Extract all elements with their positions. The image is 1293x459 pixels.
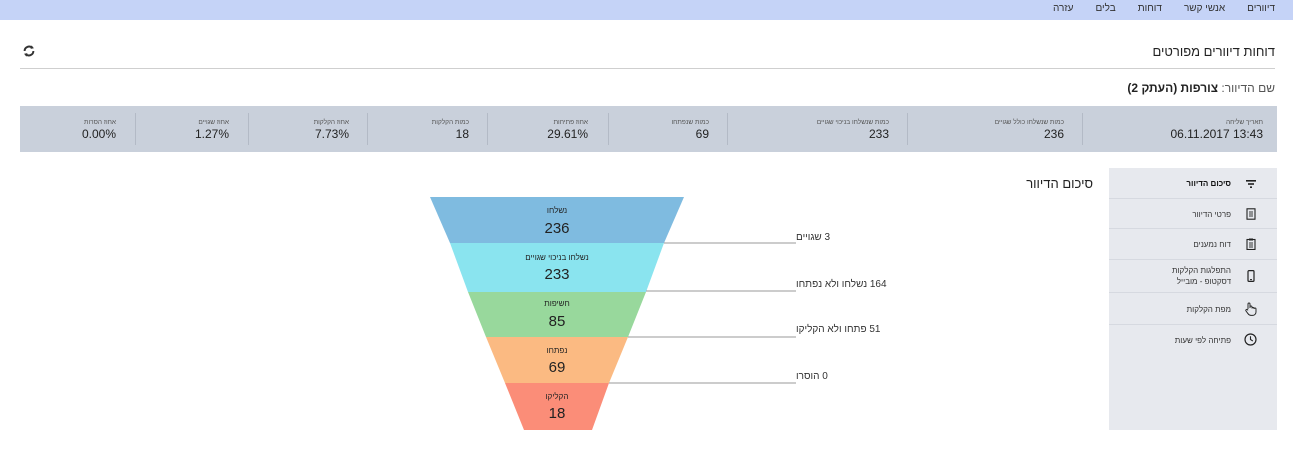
nav-item-campaigns[interactable]: דיוורים [1247,3,1275,14]
funnel-segment [468,292,646,337]
stat-value: 69 [695,127,709,141]
funnel-segment [486,337,628,383]
clipboard-icon [1246,238,1256,250]
funnel-stage-sent: נשלחו 236 [430,197,684,243]
sidebar-item-opens-by-hour[interactable]: פתיחה לפי שעות [1109,325,1277,356]
stat-divider [907,113,908,145]
funnel-stage-opened: נפתחו 69 [486,337,628,383]
sidebar-item-label: פתיחה לפי שעות [1174,336,1231,345]
nav-item-help[interactable]: עזרה [1053,3,1074,14]
stat-value: 236 [1043,127,1064,141]
report-side-menu: סיכום הדיוור פרטי הדיוור דוח נמענים התפל… [1109,168,1277,430]
sidebar-item-label: התפלגות הקלקות [1171,266,1231,275]
funnel-segment [450,243,664,292]
document-icon [1246,208,1256,220]
sidebar-item-click-distribution[interactable]: התפלגות הקלקות דסקטופ - מובייל [1109,260,1277,293]
stat-label: אחוז הסרות [84,119,116,126]
funnel-stage-value: 69 [549,359,566,376]
nav-item-reports[interactable]: דוחות [1137,3,1162,14]
stat-divider [727,113,728,145]
hand-pointer-icon [1245,302,1257,316]
stat-label: תאריך שליחה [1225,119,1263,126]
sidebar-item-label: סיכום הדיוור [1186,179,1231,188]
sidebar-item-label: מפת הקלקות [1186,305,1231,314]
stat-divider [135,113,136,145]
nav-item-tools[interactable]: בלים [1095,3,1116,14]
sidebar-item-summary[interactable]: סיכום הדיוור [1109,168,1277,199]
campaign-name: צורפות (העתק 2) [1127,81,1219,95]
sidebar-item-sublabel: דסקטופ - מובייל [1176,277,1231,286]
funnel-stage-value: 18 [549,405,566,422]
stat-value: 7.73% [314,127,349,141]
stat-value: 18 [455,127,469,141]
stat-value: 29.61% [547,127,588,141]
campaign-name-line: שם הדיוור: צורפות (העתק 2) [1127,81,1275,95]
stat-label: כמות שנשלחו כולל שגויים [994,119,1064,126]
stat-divider [1082,113,1083,145]
funnel-stage-value: 85 [549,313,566,330]
stat-value: 233 [868,127,889,141]
top-nav: דיוורים אנשי קשר דוחות בלים עזרה [1053,3,1275,14]
sidebar-item-recipients-report[interactable]: דוח נמענים [1109,229,1277,260]
mobile-icon [1247,270,1255,282]
funnel-annotation: 3 שגויים [796,232,830,243]
sidebar-item-label: פרטי הדיוור [1192,210,1231,219]
funnel-annotation: 164 נשלחו ולא נפתחו [796,278,887,290]
stat-label: אחוז הקלקות [313,119,349,126]
clock-icon [1244,333,1257,346]
campaign-label: שם הדיוור: [1221,81,1275,95]
page-title: דוחות דיוורים מפורטים [1152,44,1275,59]
title-divider [20,68,1275,69]
stat-label: כמות שנשלחו בניכוי שגויים [816,119,889,126]
stat-divider [608,113,609,145]
funnel-stage-clicked: הקליקו 18 [505,383,609,430]
summary-section-title: סיכום הדיוור [1026,176,1093,191]
stat-label: כמות שנפתחו [671,119,709,126]
stat-divider [248,113,249,145]
funnel-stage-label: נפתחו [547,346,568,355]
filter-icon [1246,180,1256,188]
funnel-segment [505,383,609,430]
stat-label: אחוז שגויים [198,119,229,126]
stat-divider [367,113,368,145]
stat-value: 1.27% [194,127,229,141]
funnel-stage-value: 233 [544,266,569,283]
funnel-stage-label: הקליקו [546,392,569,401]
funnel-stage-label: חשיפות [544,299,570,308]
stat-label: כמות הקלקות [431,119,469,126]
stat-divider [487,113,488,145]
funnel-stage-label: נשלחו [547,206,567,215]
refresh-icon[interactable] [22,44,36,58]
sidebar-item-campaign-details[interactable]: פרטי הדיוור [1109,199,1277,229]
funnel-stage-label: נשלחו בניכוי שגויים [525,253,588,262]
stat-value: 0.00% [81,127,116,141]
stat-value: 06.11.2017 13:43 [1170,127,1263,141]
sidebar-item-click-map[interactable]: מפת הקלקות [1109,293,1277,325]
funnel-stage-value: 236 [544,220,569,237]
nav-item-contacts[interactable]: אנשי קשר [1183,3,1226,14]
funnel-segment [430,197,684,243]
top-navigation-bar: דיוורים אנשי קשר דוחות בלים עזרה [0,0,1293,20]
funnel-stage-impressions: חשיפות 85 [468,292,646,337]
stat-label: אחוז פתיחות [553,119,588,126]
funnel-annotation: 0 הוסרו [796,371,828,382]
stats-bar: תאריך שליחה 06.11.2017 13:43 כמות שנשלחו… [20,106,1277,152]
funnel-annotation: 51 פתחו ולא הקליקו [796,323,881,335]
sidebar-item-label: דוח נמענים [1193,240,1231,249]
funnel-stage-sent-valid: נשלחו בניכוי שגויים 233 [450,243,664,292]
